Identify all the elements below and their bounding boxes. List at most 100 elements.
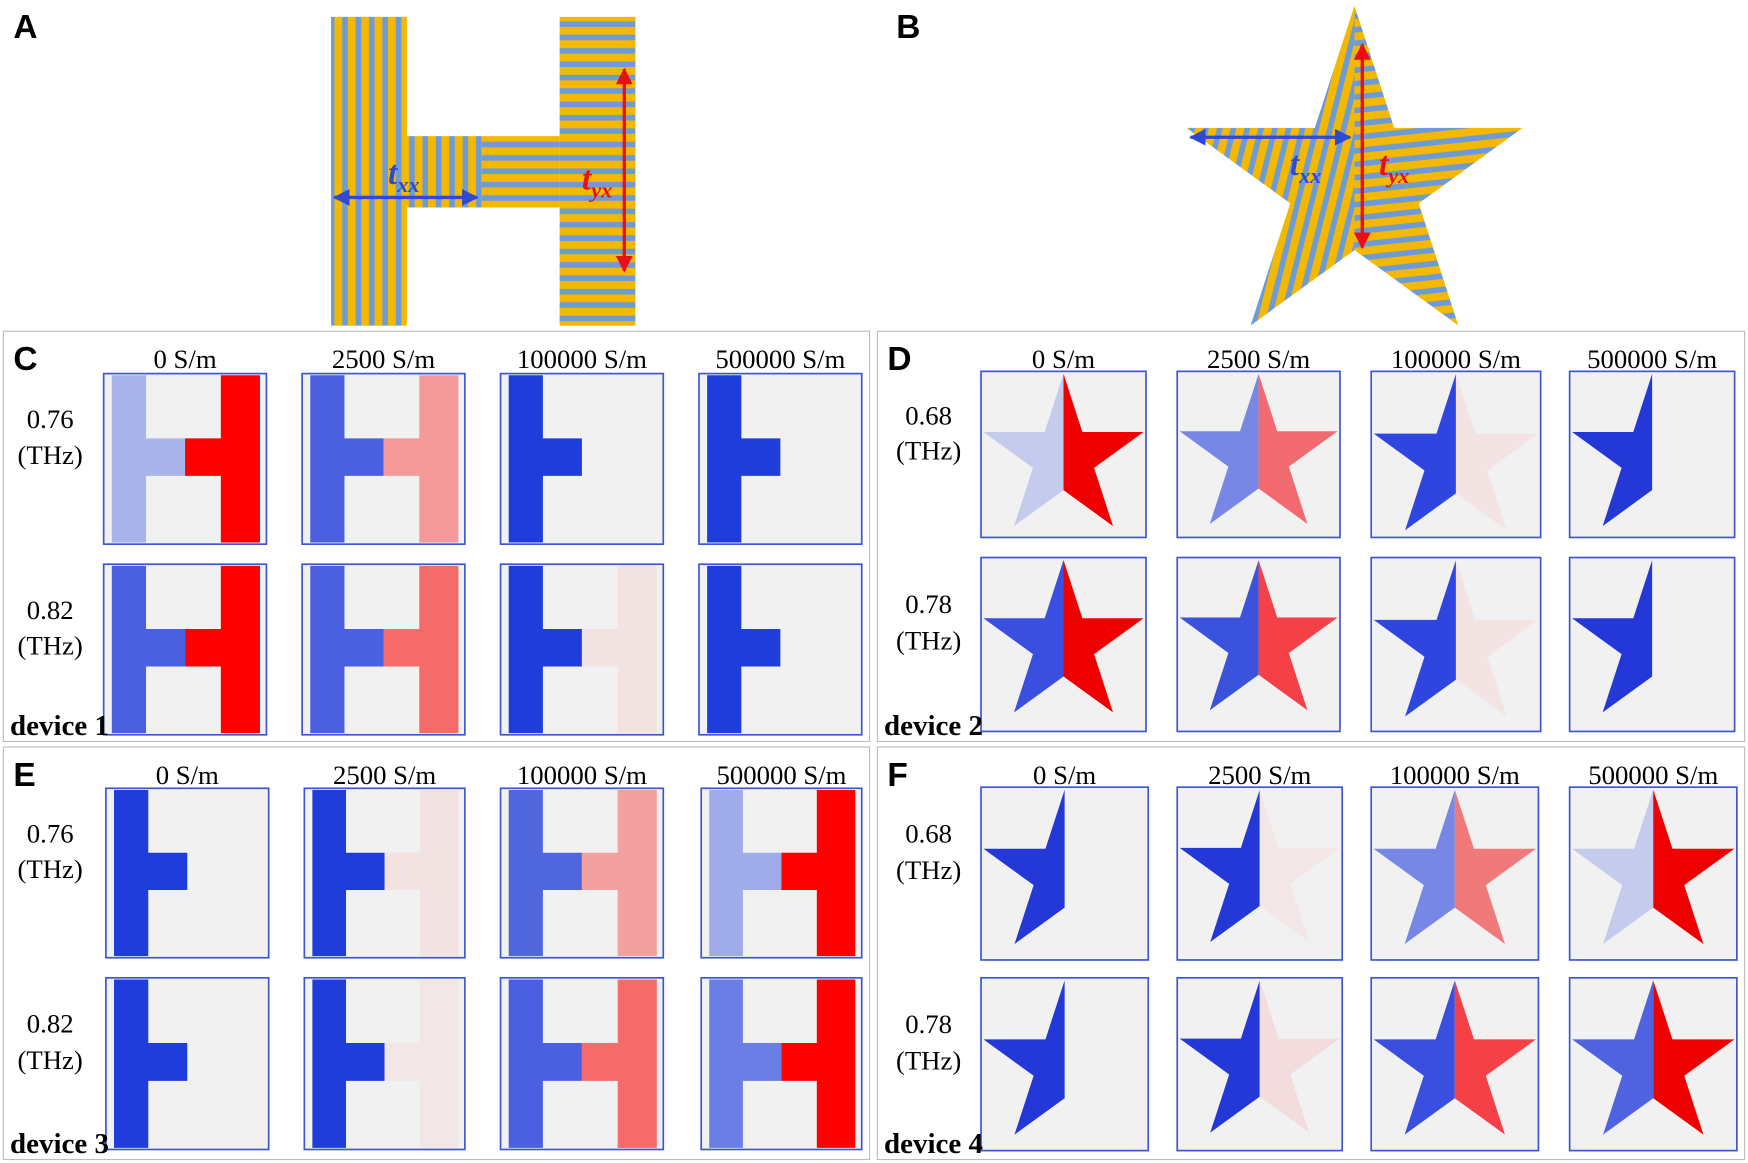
device-label: device 4 bbox=[884, 1128, 983, 1160]
row-frequency: 0.78 bbox=[905, 1009, 952, 1039]
column-header: 2500 S/m bbox=[333, 760, 436, 790]
right-half bbox=[384, 979, 459, 1148]
left-half bbox=[983, 560, 1064, 713]
right-half bbox=[185, 375, 260, 543]
column-header: 500000 S/m bbox=[1588, 760, 1718, 790]
left-half bbox=[983, 789, 1065, 945]
left-half bbox=[1373, 373, 1456, 531]
row-unit: (THz) bbox=[896, 435, 961, 465]
panel-frame bbox=[876, 746, 1746, 1161]
response-cell bbox=[700, 787, 863, 959]
right-half bbox=[1258, 373, 1338, 524]
response-cell bbox=[700, 976, 863, 1151]
row-unit: (THz) bbox=[896, 1045, 961, 1075]
arrow-label: tyx bbox=[1379, 146, 1409, 188]
right-half bbox=[1258, 560, 1338, 711]
left-half bbox=[508, 789, 582, 957]
response-cell bbox=[1370, 370, 1542, 539]
left-half bbox=[1179, 560, 1259, 711]
response-cell bbox=[980, 556, 1147, 733]
response-cell bbox=[105, 787, 270, 959]
right-half bbox=[383, 375, 459, 543]
arrow-label: tyx bbox=[582, 161, 612, 203]
left-half bbox=[1572, 789, 1654, 945]
left-half bbox=[114, 979, 188, 1148]
column-header: 500000 S/m bbox=[1587, 344, 1717, 374]
row-unit: (THz) bbox=[896, 626, 961, 656]
response-cell bbox=[1176, 786, 1344, 961]
column-header: 0 S/m bbox=[153, 344, 216, 374]
h-structure bbox=[331, 16, 636, 326]
response-cell bbox=[301, 563, 466, 736]
symbol: t bbox=[582, 161, 593, 198]
left-half bbox=[983, 980, 1065, 1135]
column-header: 100000 S/m bbox=[1391, 344, 1521, 374]
right-half bbox=[185, 565, 260, 734]
arrow-label: txx bbox=[388, 155, 420, 197]
left-half bbox=[1572, 560, 1653, 713]
row-frequency: 0.82 bbox=[27, 595, 74, 625]
star-structure bbox=[1186, 5, 1523, 326]
right-half bbox=[1063, 560, 1144, 713]
right-half bbox=[383, 565, 459, 734]
left-half bbox=[310, 565, 384, 734]
response-cell bbox=[303, 787, 466, 959]
right-half bbox=[1454, 980, 1536, 1135]
response-cell bbox=[102, 563, 268, 736]
response-cell bbox=[1176, 976, 1344, 1152]
subscript: yx bbox=[588, 177, 612, 202]
symbol: t bbox=[1290, 146, 1301, 183]
response-cell bbox=[1370, 556, 1542, 733]
response-cell bbox=[698, 563, 863, 736]
column-header: 100000 S/m bbox=[1390, 760, 1520, 790]
left-half bbox=[1179, 373, 1259, 524]
left-half bbox=[983, 373, 1064, 527]
response-cell bbox=[1370, 786, 1540, 961]
response-cell bbox=[102, 372, 268, 545]
response-cell bbox=[303, 976, 466, 1151]
panel-frame bbox=[876, 330, 1746, 743]
left-half bbox=[508, 565, 582, 734]
column-header: 2500 S/m bbox=[1208, 760, 1311, 790]
left-half bbox=[707, 565, 781, 734]
right-half bbox=[1259, 980, 1340, 1133]
right-half bbox=[1653, 789, 1735, 945]
left-half bbox=[508, 979, 582, 1148]
left-half bbox=[111, 375, 186, 543]
left-half bbox=[709, 979, 782, 1148]
left-half bbox=[1572, 980, 1654, 1135]
device-label: device 3 bbox=[10, 1128, 109, 1160]
panel-label: C bbox=[13, 341, 37, 378]
response-cell bbox=[1176, 556, 1341, 733]
response-cell bbox=[499, 372, 665, 545]
response-cell bbox=[499, 976, 665, 1151]
device-label: device 1 bbox=[10, 710, 109, 742]
column-header: 2500 S/m bbox=[332, 344, 435, 374]
row-unit: (THz) bbox=[896, 855, 961, 885]
row-unit: (THz) bbox=[17, 1045, 82, 1075]
column-header: 0 S/m bbox=[1033, 760, 1096, 790]
response-cell bbox=[698, 372, 863, 545]
left-half bbox=[1179, 789, 1260, 943]
row-frequency: 0.68 bbox=[905, 401, 952, 431]
panel-label: E bbox=[13, 757, 35, 794]
response-cell bbox=[301, 372, 466, 545]
response-cell bbox=[1176, 370, 1341, 539]
right-half bbox=[581, 789, 657, 957]
response-cell bbox=[980, 976, 1150, 1152]
left-half bbox=[310, 375, 384, 543]
right-half bbox=[1259, 789, 1340, 943]
row-unit: (THz) bbox=[17, 854, 82, 884]
left-half bbox=[114, 789, 188, 957]
right-half bbox=[781, 789, 856, 957]
left-half bbox=[1572, 373, 1653, 527]
response-cell bbox=[499, 563, 665, 736]
panel-label: A bbox=[13, 9, 37, 46]
subscript: xx bbox=[1298, 163, 1321, 188]
response-cell bbox=[105, 976, 270, 1151]
left-half bbox=[312, 789, 385, 957]
panel-label: D bbox=[887, 341, 911, 378]
row-frequency: 0.76 bbox=[27, 819, 74, 849]
left-half bbox=[312, 979, 385, 1148]
